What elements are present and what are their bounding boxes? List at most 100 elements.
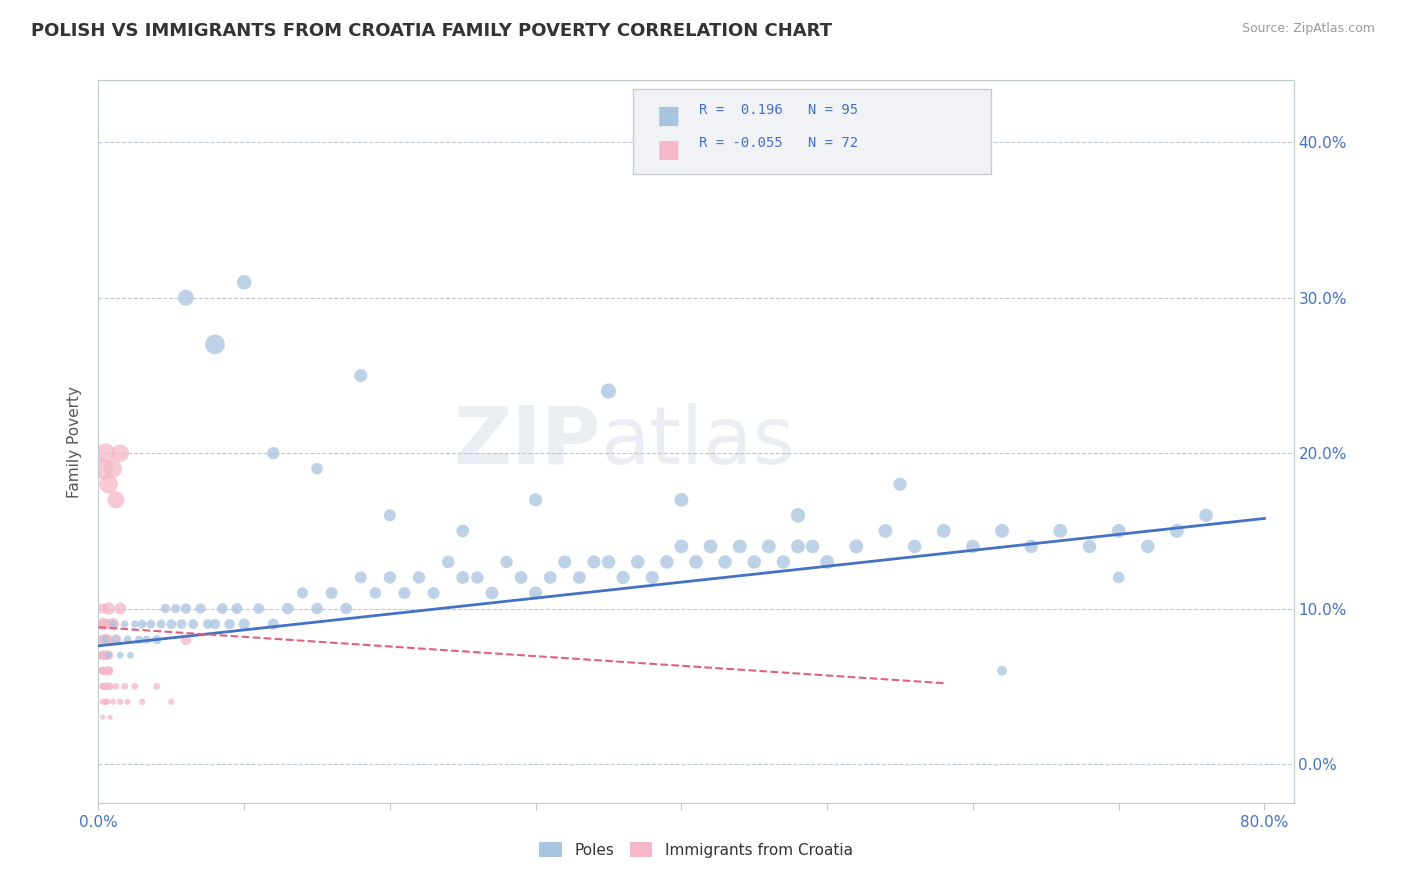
Point [875,524,897,538]
Point [233,617,256,632]
Point [247,601,270,615]
Point [97,664,120,678]
Point [218,617,240,632]
Point [104,492,127,507]
Point [94,664,117,678]
Point [787,540,810,554]
Point [97,664,120,678]
Point [174,632,197,647]
Point [160,617,183,632]
Point [714,555,737,569]
Point [91,461,114,475]
Point [758,540,780,554]
Point [451,570,474,584]
Point [211,601,233,615]
Point [104,679,127,693]
Point [991,664,1014,678]
Point [655,555,678,569]
Point [524,586,547,600]
Point [94,679,117,693]
Point [350,368,373,383]
Point [364,586,387,600]
Point [233,275,256,289]
Point [145,679,167,693]
Point [495,555,517,569]
Point [671,540,693,554]
Point [117,632,139,647]
Point [91,648,114,663]
Point [124,679,146,693]
Point [101,695,124,709]
Point [889,477,911,491]
Point [197,617,219,632]
Point [91,710,114,724]
Point [135,632,157,647]
Point [685,555,707,569]
Point [139,617,162,632]
Text: atlas: atlas [600,402,794,481]
Point [291,586,314,600]
Point [128,632,150,647]
Point [524,492,547,507]
Point [104,632,127,647]
Point [627,555,650,569]
Point [174,601,197,615]
Point [110,648,132,663]
Point [1195,508,1218,523]
Point [277,601,299,615]
Point [91,648,114,663]
Point [94,648,117,663]
Point [110,695,132,709]
Point [94,679,117,693]
Point [94,679,117,693]
Point [91,632,114,647]
Point [378,570,401,584]
Point [394,586,416,600]
Legend: Poles, Immigrants from Croatia: Poles, Immigrants from Croatia [533,836,859,863]
Point [699,540,721,554]
Point [94,648,117,663]
Point [91,617,114,632]
Point [94,648,117,663]
Point [145,632,167,647]
Point [97,601,120,615]
Point [204,617,226,632]
Point [598,555,620,569]
Point [131,617,153,632]
Point [1049,524,1071,538]
Point [91,648,114,663]
Point [350,570,373,584]
Point [190,601,212,615]
Point [437,555,460,569]
Point [91,648,114,663]
Point [568,570,591,584]
Point [94,664,117,678]
Point [787,508,810,523]
Point [991,524,1014,538]
Text: ■: ■ [657,104,681,128]
Point [160,695,183,709]
Point [94,664,117,678]
Point [110,601,132,615]
Point [335,601,357,615]
Point [467,570,489,584]
Point [120,648,142,663]
Point [845,540,868,554]
Point [93,679,115,693]
Point [94,632,117,647]
Point [94,695,117,709]
Point [91,648,114,663]
Point [124,617,146,632]
Point [815,555,838,569]
Point [117,695,139,709]
Point [181,617,204,632]
Point [91,664,114,678]
Point [801,540,824,554]
Point [378,508,401,523]
Point [131,695,153,709]
Point [932,524,955,538]
Point [114,617,136,632]
Point [150,617,173,632]
Point [101,617,124,632]
Point [97,648,120,663]
